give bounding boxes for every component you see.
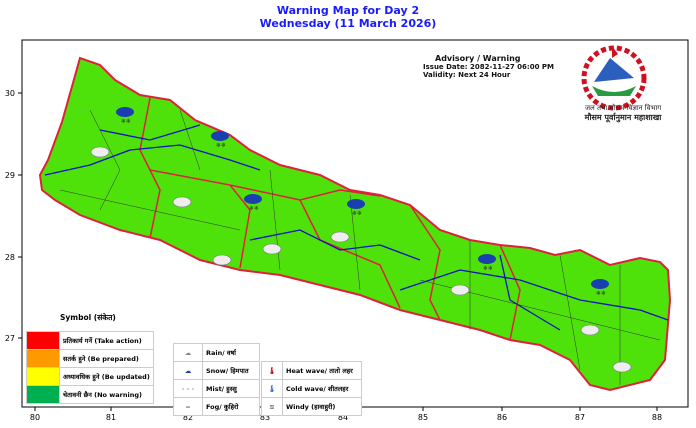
svg-text:❄❄: ❄❄ (249, 205, 259, 212)
snow-icon: ❄❄ (244, 194, 262, 212)
snow-markers: ❄❄ ❄❄ ❄❄ ❄❄ ❄❄ ❄❄ (116, 107, 609, 297)
rain-icon (580, 324, 600, 336)
x-tick: 85 (418, 407, 428, 422)
rain-icon (172, 196, 192, 208)
svg-text:❄❄: ❄❄ (352, 210, 362, 217)
svg-text:❄❄: ❄❄ (596, 290, 606, 297)
rain-icon (330, 231, 350, 243)
x-tick: 88 (652, 407, 662, 422)
svg-text:❄❄: ❄❄ (216, 142, 226, 149)
x-tick: 81 (106, 407, 116, 422)
validity: Validity: Next 24 Hour (423, 71, 511, 79)
svg-text:27: 27 (5, 334, 15, 343)
y-tick: 30 (5, 89, 22, 98)
svg-text:30: 30 (5, 89, 15, 98)
level-label: अध्यावधिक हुने (Be updated) (59, 367, 154, 386)
x-tick: 87 (575, 407, 585, 422)
y-tick: 28 (5, 253, 22, 262)
symbol-label: Heat wave/ तातो लहर (282, 361, 362, 380)
y-tick: 27 (5, 334, 22, 343)
level-label: चेतावनी छैन (No warning) (59, 385, 154, 404)
legend-level: चेतावनी छैन (No warning) (26, 385, 154, 404)
svg-text:84: 84 (338, 413, 348, 422)
rivers (44, 124, 669, 331)
legend-title: Symbol (संकेत) (60, 313, 116, 322)
svg-text:28: 28 (5, 253, 15, 262)
x-axis-ticks: 80 81 82 83 84 85 86 87 88 (30, 407, 662, 422)
nepal-land (38, 56, 672, 392)
svg-text:80: 80 (30, 413, 40, 422)
legend-level: अध्यावधिक हुने (Be updated) (26, 367, 154, 386)
svg-text:82: 82 (183, 413, 193, 422)
department-name: जल तथा मौसम विज्ञान विभाग (584, 104, 662, 112)
cold-wave-icon: 🌡 (261, 379, 283, 398)
symbol-label: Windy (हावाहुरी) (282, 397, 362, 416)
legend-level: प्रतिकार्य गर्ने (Take action) (26, 331, 154, 350)
x-tick: 86 (497, 407, 507, 422)
symbol-label: Mist/ हुस्सु (202, 379, 260, 398)
symbol-legend-1: ☁ Rain/ वर्षा ☁ Snow/ हिमपात - - - Mist/ हु… (173, 343, 260, 416)
snow-icon: ❄❄ (591, 279, 609, 297)
windy-icon: ≋ (261, 397, 283, 416)
snow-icon: ❄❄ (347, 199, 365, 217)
svg-text:88: 88 (652, 413, 662, 422)
fog-icon: ═ (173, 397, 203, 416)
rain-icon (90, 146, 110, 158)
svg-text:86: 86 (497, 413, 507, 422)
rain-icon (262, 243, 282, 255)
province-borders (139, 97, 521, 341)
svg-text:83: 83 (260, 413, 270, 422)
symbol-label: Rain/ वर्षा (202, 343, 260, 362)
rain-icon (212, 254, 232, 266)
issue-date: Issue Date: 2082-11-27 06:00 PM (423, 63, 554, 71)
color-swatch (26, 367, 60, 386)
svg-text:85: 85 (418, 413, 428, 422)
x-tick: 80 (30, 407, 40, 422)
svg-text:87: 87 (575, 413, 585, 422)
symbol-label: Fog/ कुहिरो (202, 397, 260, 416)
advisory-block: Advisory / Warning Issue Date: 2082-11-2… (423, 54, 554, 80)
map-title: Warning Map for Day 2 (276, 4, 420, 17)
rain-icon (612, 361, 632, 373)
warning-level-legend: प्रतिकार्य गर्ने (Take action) सतर्क हुन… (26, 331, 154, 404)
legend-level: सतर्क हुने (Be prepared) (26, 349, 154, 368)
snow-icon: ❄❄ (478, 254, 496, 272)
color-swatch (26, 385, 60, 404)
level-label: प्रतिकार्य गर्ने (Take action) (59, 331, 154, 350)
rain-icon: ☁ (173, 343, 203, 362)
svg-text:❄❄: ❄❄ (121, 118, 131, 125)
level-label: सतर्क हुने (Be prepared) (59, 349, 154, 368)
advisory-heading: Advisory / Warning (435, 54, 521, 63)
y-tick: 29 (5, 171, 22, 180)
map-subtitle: Wednesday (11 March 2026) (259, 17, 437, 30)
color-swatch (26, 331, 60, 350)
government-emblem (581, 45, 647, 111)
heat-wave-icon: 🌡 (261, 361, 283, 380)
organization: जल तथा मौसम विज्ञान विभाग मौसम पूर्वानुम… (568, 103, 678, 123)
y-axis-ticks: 30 29 28 27 (5, 89, 22, 343)
snow-icon: ❄❄ (211, 131, 229, 149)
division-name: मौसम पूर्वानुमान महाशाखा (584, 113, 662, 122)
snow-icon: ❄❄ (116, 107, 134, 125)
symbol-legend-2: 🌡 Heat wave/ तातो लहर 🌡 Cold wave/ शीतलहर … (261, 361, 362, 416)
snow-icon: ☁ (173, 361, 203, 380)
color-swatch (26, 349, 60, 368)
svg-text:29: 29 (5, 171, 15, 180)
rain-markers (90, 146, 632, 373)
symbol-label: Snow/ हिमपात (202, 361, 260, 380)
mist-icon: - - - (173, 379, 203, 398)
svg-text:81: 81 (106, 413, 116, 422)
rain-icon (450, 284, 470, 296)
svg-text:❄❄: ❄❄ (483, 265, 493, 272)
symbol-label: Cold wave/ शीतलहर (282, 379, 362, 398)
